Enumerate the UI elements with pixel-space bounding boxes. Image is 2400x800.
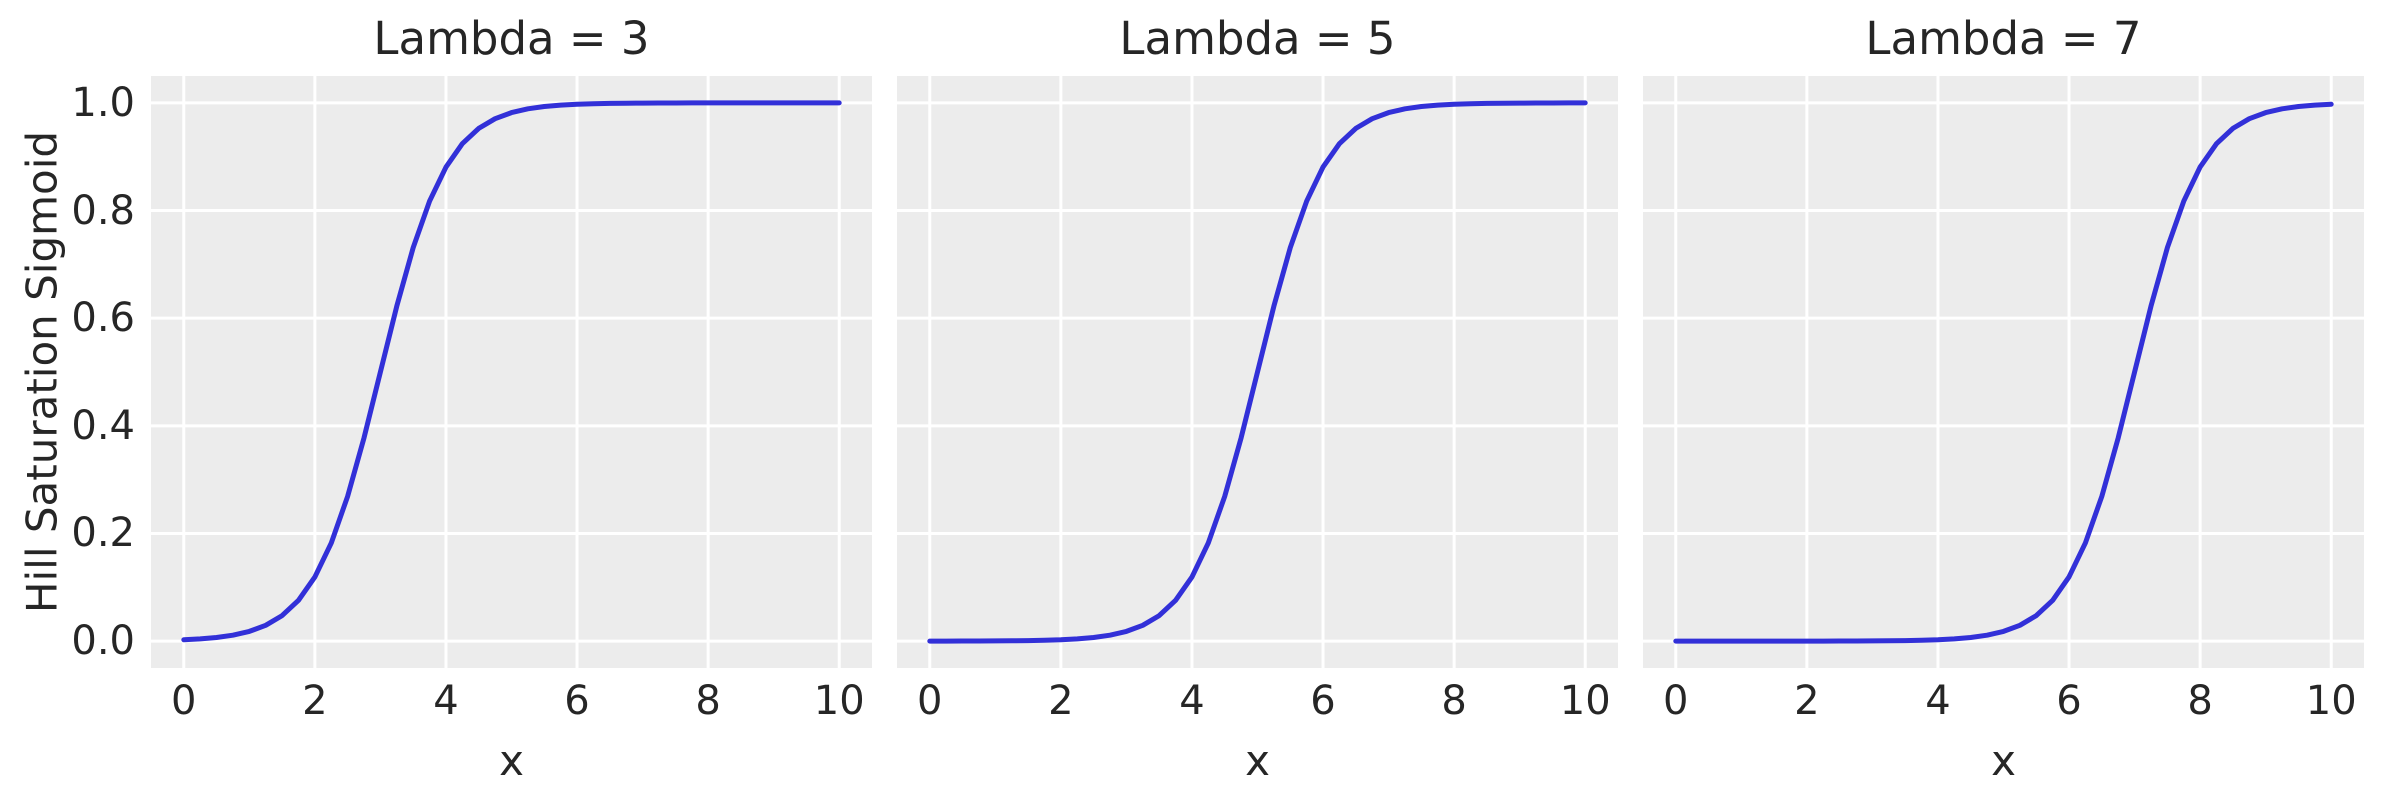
x-tick-label: 6: [1310, 678, 1336, 724]
plot-area: [151, 76, 872, 668]
x-tick-label: 10: [813, 678, 865, 724]
x-axis-label: x: [1245, 736, 1270, 785]
x-tick-label: 4: [1925, 678, 1951, 724]
sigmoid-curve: [927, 100, 1588, 644]
sigmoid-curve: [1673, 101, 2334, 644]
x-tick-label: 0: [917, 678, 943, 724]
x-tick-label: 8: [695, 678, 721, 724]
x-tick-label: 8: [2187, 678, 2213, 724]
y-tick-label: 0.6: [71, 295, 135, 342]
x-tick-label: 4: [1179, 678, 1205, 724]
subplot-lambda-5: Lambda = 5 x 0 2 4 6 8 10: [897, 14, 1618, 785]
y-tick-label: 0.2: [71, 510, 135, 557]
x-tick-label: 10: [1559, 678, 1611, 724]
x-axis-label: x: [499, 736, 524, 785]
x-tick-label: 2: [1794, 678, 1820, 724]
y-axis-label: Hill Saturation Sigmoid: [17, 130, 67, 614]
x-tick-label: 0: [1663, 678, 1689, 724]
y-tick-label: 0.8: [71, 187, 135, 234]
x-tick-label: 0: [171, 678, 197, 724]
x-tick-label: 2: [302, 678, 328, 724]
x-tick-label: 6: [564, 678, 590, 724]
x-tick-label: 6: [2056, 678, 2082, 724]
plot-background: [151, 76, 872, 668]
subplot-title: Lambda = 7: [1865, 12, 2142, 65]
x-axis-label: x: [1991, 736, 2016, 785]
subplot-lambda-3: Lambda = 3 x 0 2 4 6 8 10 0.0 0.2 0.4 0.6 0.8 1.0: [71, 14, 872, 785]
x-tick-label: 4: [433, 678, 459, 724]
sigmoid-curve: [181, 100, 842, 643]
plot-area: [897, 76, 1618, 668]
x-tick-label: 10: [2305, 678, 2357, 724]
subplot-title: Lambda = 3: [373, 12, 650, 65]
y-tick-label: 1.0: [71, 79, 135, 126]
subplot-lambda-7: Lambda = 7 x 0 2 4 6 8 10: [1643, 14, 2364, 785]
y-tick-label: 0.0: [71, 618, 135, 665]
y-tick-label: 0.4: [71, 402, 135, 449]
plot-background: [1643, 76, 2364, 668]
plot-area: [1643, 76, 2364, 668]
subplot-title: Lambda = 5: [1119, 12, 1396, 65]
x-tick-label: 8: [1441, 678, 1467, 724]
x-tick-label: 2: [1048, 678, 1074, 724]
